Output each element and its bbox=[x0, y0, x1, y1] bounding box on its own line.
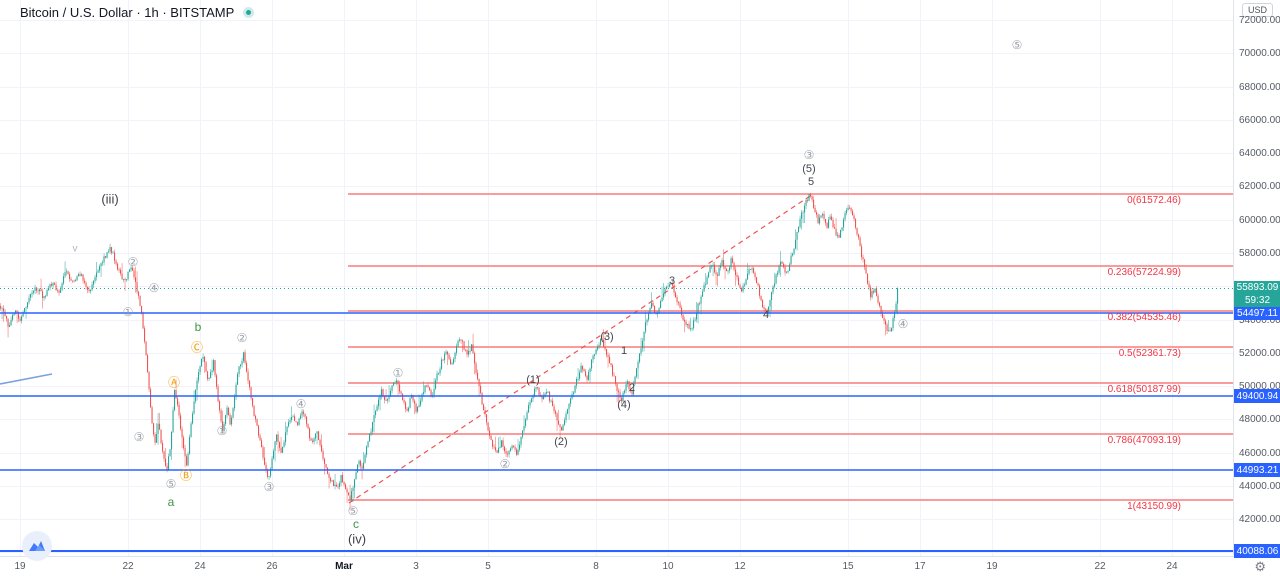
wave-label[interactable]: (iv) bbox=[347, 531, 367, 547]
price-tick-label: 68000.00 bbox=[1239, 82, 1280, 93]
candles bbox=[0, 192, 899, 511]
price-tick-label: 58000.00 bbox=[1239, 248, 1280, 259]
wave-label[interactable]: ④ bbox=[295, 397, 307, 411]
wave-label[interactable]: ④ bbox=[148, 281, 160, 295]
time-tick-label: 8 bbox=[593, 561, 599, 572]
wave-label[interactable]: ② bbox=[499, 457, 511, 471]
time-tick-label: 24 bbox=[1166, 561, 1178, 572]
wave-label[interactable]: ⑤ bbox=[165, 477, 177, 491]
wave-label[interactable]: 1 bbox=[620, 345, 628, 357]
price-line-badge: 40088.06 bbox=[1234, 544, 1280, 558]
currency-toggle-button[interactable]: USD bbox=[1242, 3, 1274, 17]
wave-label[interactable]: ⑤ bbox=[347, 504, 359, 518]
wave-label[interactable]: 5 bbox=[807, 176, 815, 188]
time-tick-label: 22 bbox=[1094, 561, 1106, 572]
price-axis[interactable]: USD 55893.09 59:32 72000.00 70000.00 68000… bbox=[1233, 0, 1280, 558]
price-tick-label: 48000.00 bbox=[1239, 414, 1280, 425]
time-tick-label: 15 bbox=[842, 561, 854, 572]
wave-label[interactable]: ① bbox=[392, 366, 404, 380]
time-tick-label: 3 bbox=[413, 561, 419, 572]
wave-label[interactable]: v bbox=[72, 243, 78, 255]
time-tick-label: 19 bbox=[14, 561, 26, 572]
price-tick-label: 64000.00 bbox=[1239, 148, 1280, 159]
symbol-title[interactable]: Bitcoin / U.S. Dollar · 1h · BITSTAMP bbox=[20, 5, 235, 20]
fib-level-label[interactable]: 0.786(47093.19) bbox=[1107, 435, 1181, 446]
price-tick-label: 66000.00 bbox=[1239, 115, 1280, 126]
time-tick-label: 26 bbox=[266, 561, 278, 572]
price-tick-label: 54000.00 bbox=[1239, 315, 1280, 326]
wave-label[interactable]: a bbox=[167, 495, 175, 509]
price-line-badge: 54497.11 bbox=[1234, 306, 1280, 320]
wave-label[interactable]: Ⓐ bbox=[167, 375, 181, 390]
bar-countdown: 59:32 bbox=[1244, 295, 1271, 306]
current-price-badge: 55893.09 59:32 bbox=[1234, 281, 1280, 307]
wave-label[interactable]: ① bbox=[122, 305, 134, 319]
wave-label[interactable]: ⑤ bbox=[1011, 38, 1023, 52]
fib-level-label[interactable]: 1(43150.99) bbox=[1127, 501, 1181, 512]
fib-level-label[interactable]: 0(61572.46) bbox=[1127, 195, 1181, 206]
gridlines bbox=[0, 0, 1233, 556]
wave-label[interactable]: (iii) bbox=[101, 191, 119, 207]
time-tick-label: Mar bbox=[335, 561, 353, 572]
price-line-badge: 44993.21 bbox=[1234, 463, 1280, 477]
fib-level-label[interactable]: 0.382(54535.46) bbox=[1107, 312, 1181, 323]
wave-label[interactable]: b bbox=[194, 320, 202, 334]
wave-label[interactable]: ④ bbox=[897, 317, 909, 331]
wave-label[interactable]: ③ bbox=[133, 430, 145, 444]
dashed-trendline[interactable] bbox=[348, 195, 811, 504]
time-tick-label: 22 bbox=[122, 561, 134, 572]
time-axis[interactable]: ⚙ 19 22 24 26 Mar 3 5 8 10 12 15 17 19 22 24 bbox=[0, 556, 1280, 577]
price-tick-label: 60000.00 bbox=[1239, 215, 1280, 226]
trendline[interactable] bbox=[0, 373, 53, 385]
price-tick-label: 70000.00 bbox=[1239, 48, 1280, 59]
horizontal-ray-lines[interactable] bbox=[0, 312, 1233, 552]
wave-label[interactable]: 2 bbox=[628, 382, 636, 394]
price-tick-label: 50000.00 bbox=[1239, 381, 1280, 392]
price-tick-label: 52000.00 bbox=[1239, 348, 1280, 359]
time-tick-label: 10 bbox=[662, 561, 674, 572]
price-tick-label: 46000.00 bbox=[1239, 448, 1280, 459]
price-tick-label: 42000.00 bbox=[1239, 514, 1280, 525]
time-tick-label: 5 bbox=[485, 561, 491, 572]
fib-level-label[interactable]: 0.5(52361.73) bbox=[1118, 348, 1181, 359]
wave-label[interactable]: 3 bbox=[668, 275, 676, 287]
chart-logo-icon[interactable] bbox=[22, 531, 52, 561]
price-tick-label: 72000.00 bbox=[1239, 15, 1280, 26]
candlestick-chart bbox=[0, 0, 1233, 556]
chart-surface[interactable]: 0(61572.46) 0.236(57224.99) 0.382(54535.46… bbox=[0, 0, 1233, 556]
wave-label[interactable]: (1) bbox=[526, 374, 540, 386]
wave-label[interactable]: (4) bbox=[617, 399, 631, 411]
symbol-legend[interactable]: Bitcoin / U.S. Dollar · 1h · BITSTAMP bbox=[20, 5, 255, 20]
fib-level-label[interactable]: 0.618(50187.99) bbox=[1107, 384, 1181, 395]
wave-label[interactable]: Ⓒ bbox=[190, 340, 204, 355]
wave-label[interactable]: c bbox=[353, 517, 359, 531]
wave-label[interactable]: (2) bbox=[554, 436, 568, 448]
wave-label[interactable]: ① bbox=[216, 424, 228, 438]
wave-label[interactable]: ③ bbox=[803, 148, 815, 162]
wave-label[interactable]: ② bbox=[127, 255, 139, 269]
fib-level-label[interactable]: 0.236(57224.99) bbox=[1107, 267, 1181, 278]
price-tick-label: 44000.00 bbox=[1239, 481, 1280, 492]
wave-label[interactable]: 4 bbox=[762, 309, 770, 321]
price-line-badge: 49400.94 bbox=[1234, 389, 1280, 403]
time-tick-label: 17 bbox=[914, 561, 926, 572]
wave-label[interactable]: ② bbox=[236, 331, 248, 345]
market-status-icon bbox=[243, 7, 255, 18]
price-tick-label: 62000.00 bbox=[1239, 181, 1280, 192]
current-price-value: 55893.09 bbox=[1236, 282, 1279, 293]
wave-label[interactable]: Ⓑ bbox=[179, 468, 193, 483]
time-tick-label: 24 bbox=[194, 561, 206, 572]
gear-icon[interactable]: ⚙ bbox=[1254, 559, 1266, 574]
fib-retracement-lines[interactable] bbox=[348, 193, 1233, 501]
time-tick-label: 19 bbox=[986, 561, 998, 572]
wave-label[interactable]: (5) bbox=[802, 163, 816, 175]
time-tick-label: 12 bbox=[734, 561, 746, 572]
wave-label[interactable]: ③ bbox=[263, 480, 275, 494]
wave-label[interactable]: (3) bbox=[600, 331, 614, 343]
